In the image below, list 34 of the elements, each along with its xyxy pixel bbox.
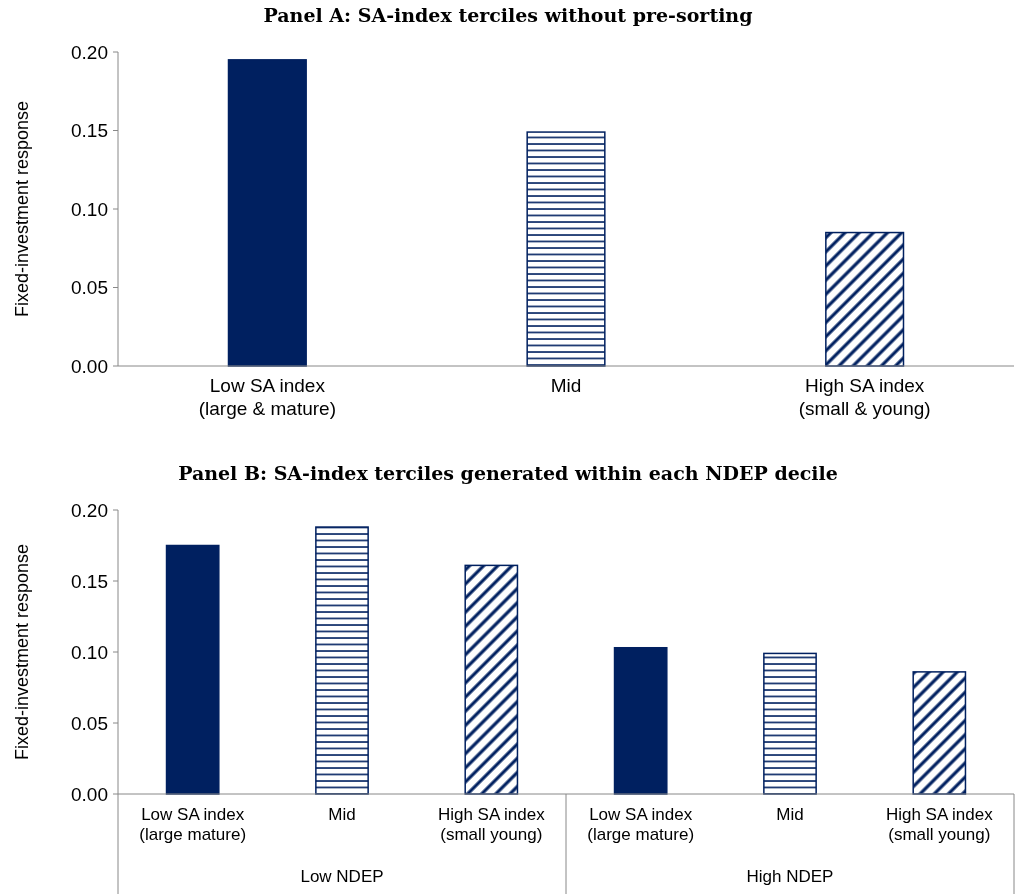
bar [912, 671, 967, 795]
y-tick-label: 0.10 [71, 198, 108, 220]
x-tick-label: Mid [550, 375, 582, 396]
bar [763, 652, 817, 795]
y-tick-label: 0.05 [71, 277, 108, 299]
x-tick-label: High SA index (small young) [437, 805, 546, 845]
x-tick-label: High SA index (small & young) [798, 375, 931, 419]
bar [825, 231, 905, 367]
bar [464, 564, 519, 795]
x-tick-label: Low SA index (large & mature) [198, 375, 336, 419]
x-tick-label: Mid [776, 805, 804, 824]
y-tick-label: 0.10 [71, 641, 108, 663]
x-tick-label: Mid [328, 805, 356, 824]
text: High NDEP [746, 867, 834, 886]
y-tick-label: 0.00 [71, 355, 108, 377]
x-tick-label: High SA index (small young) [885, 805, 994, 845]
y-tick-label: 0.20 [71, 41, 108, 63]
chart-title: Panel A: SA-index terciles without pre-sorting [263, 4, 753, 26]
text: Low NDEP [300, 867, 384, 886]
bar [315, 526, 369, 795]
bar [613, 646, 668, 795]
bar [526, 131, 606, 367]
bar [227, 59, 307, 367]
y-tick-label: 0.15 [71, 570, 108, 592]
y-axis-title: Fixed-investment response [12, 543, 32, 761]
bar [165, 544, 220, 795]
y-tick-label: 0.00 [71, 783, 108, 805]
y-tick-label: 0.05 [71, 712, 108, 734]
y-axis-title: Fixed-investment response [12, 100, 32, 318]
y-tick-label: 0.20 [71, 499, 108, 521]
y-tick-label: 0.15 [71, 120, 108, 142]
chart-title: Panel B: SA-index terciles generated within each NDEP decile [178, 462, 838, 484]
x-tick-label: Low SA index (large mature) [587, 805, 695, 845]
x-tick-label: Low SA index (large mature) [139, 805, 247, 845]
